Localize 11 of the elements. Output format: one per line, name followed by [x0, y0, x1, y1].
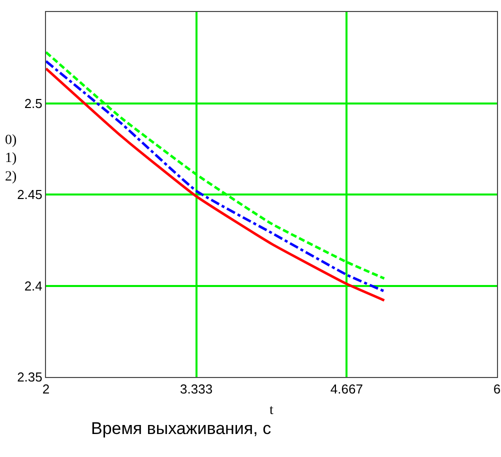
x-tick-label: 3.333 — [180, 382, 213, 397]
y-tick-label: 2.35 — [17, 370, 42, 385]
y-tick-label: 2.5 — [24, 96, 42, 111]
x-tick-label: 4.667 — [330, 382, 363, 397]
y-axis-title: 0) 1) 2) — [5, 133, 17, 184]
x-tick-label: 2 — [42, 382, 50, 397]
y-tick-label: 2.45 — [17, 187, 42, 202]
x-axis-title: t — [270, 402, 274, 418]
text: Время выхаживания, с — [91, 419, 272, 438]
y-tick-label: 2.4 — [24, 278, 42, 294]
x-tick-label: 6 — [493, 382, 501, 397]
